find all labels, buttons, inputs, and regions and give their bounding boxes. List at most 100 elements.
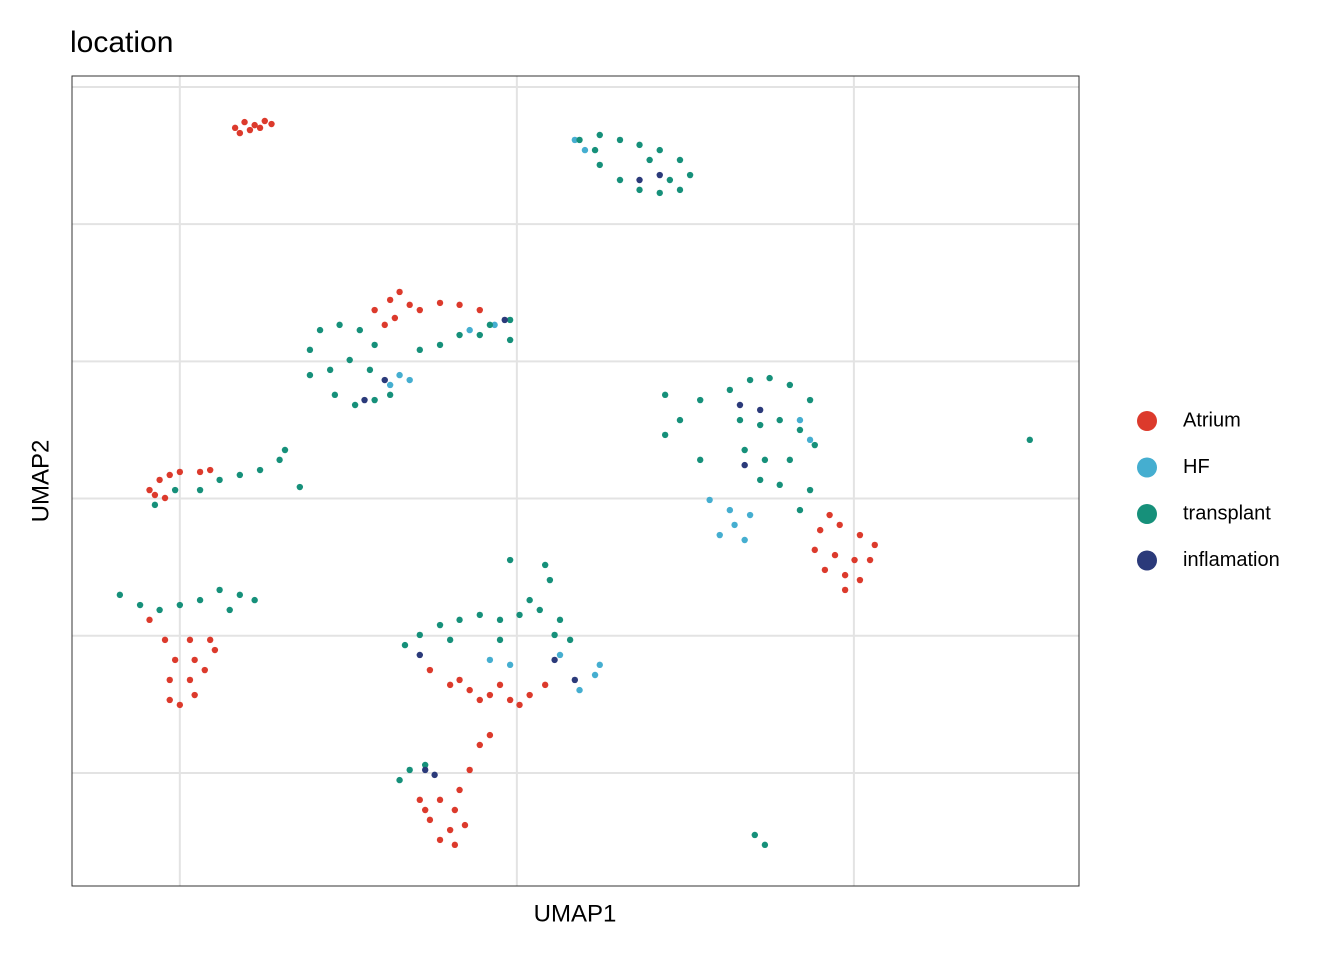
point bbox=[761, 841, 769, 849]
point bbox=[756, 476, 764, 484]
point bbox=[501, 316, 508, 324]
point bbox=[456, 616, 463, 624]
legend-label: transplant bbox=[1183, 502, 1271, 524]
point bbox=[491, 321, 498, 329]
point bbox=[741, 536, 748, 544]
point bbox=[736, 401, 744, 409]
point bbox=[776, 481, 783, 489]
point bbox=[796, 506, 804, 514]
point bbox=[331, 391, 339, 399]
point bbox=[451, 806, 459, 814]
point bbox=[156, 476, 163, 484]
point bbox=[486, 656, 494, 664]
point bbox=[656, 189, 663, 197]
point bbox=[151, 501, 159, 509]
point bbox=[476, 331, 483, 339]
point bbox=[176, 601, 184, 609]
point bbox=[551, 656, 558, 664]
point bbox=[536, 606, 543, 614]
point bbox=[571, 676, 579, 684]
point bbox=[676, 416, 684, 424]
point bbox=[546, 576, 554, 584]
point bbox=[616, 176, 624, 184]
point bbox=[371, 306, 378, 314]
point bbox=[841, 586, 849, 594]
point bbox=[436, 299, 444, 307]
point bbox=[516, 701, 523, 709]
point bbox=[786, 381, 794, 389]
point bbox=[268, 120, 275, 128]
point bbox=[436, 341, 444, 349]
point bbox=[476, 306, 483, 314]
point bbox=[811, 441, 818, 449]
point bbox=[176, 701, 184, 709]
point bbox=[596, 131, 603, 139]
point bbox=[556, 651, 564, 659]
point bbox=[856, 576, 864, 584]
point bbox=[216, 586, 223, 594]
point bbox=[506, 336, 514, 344]
point bbox=[356, 326, 364, 334]
point bbox=[206, 636, 214, 644]
point bbox=[696, 456, 704, 464]
point bbox=[201, 666, 208, 674]
point bbox=[276, 456, 283, 464]
point bbox=[576, 136, 583, 144]
point bbox=[186, 676, 194, 684]
point bbox=[716, 531, 723, 539]
point bbox=[686, 171, 694, 179]
point bbox=[506, 556, 514, 564]
point bbox=[226, 606, 233, 614]
legend-marker bbox=[1137, 504, 1157, 524]
point bbox=[616, 136, 624, 144]
plot-border bbox=[71, 75, 1080, 887]
point bbox=[251, 121, 258, 129]
point bbox=[416, 631, 423, 639]
point bbox=[666, 176, 674, 184]
point bbox=[496, 636, 504, 644]
legend-marker bbox=[1137, 411, 1157, 431]
point bbox=[456, 301, 463, 309]
point bbox=[676, 186, 684, 194]
point bbox=[506, 696, 514, 704]
point bbox=[326, 366, 334, 374]
point bbox=[516, 611, 523, 619]
point bbox=[486, 321, 494, 329]
point bbox=[646, 156, 653, 164]
chart-title: location bbox=[70, 26, 173, 59]
point bbox=[416, 796, 423, 804]
point bbox=[316, 326, 324, 334]
point bbox=[351, 401, 359, 409]
point bbox=[371, 396, 378, 404]
point bbox=[161, 636, 169, 644]
point bbox=[796, 416, 804, 424]
point bbox=[706, 496, 713, 504]
point bbox=[456, 676, 463, 684]
point bbox=[796, 426, 804, 434]
point bbox=[166, 676, 173, 684]
point bbox=[186, 636, 194, 644]
point bbox=[146, 486, 153, 494]
point bbox=[446, 681, 454, 689]
point bbox=[836, 521, 843, 529]
point bbox=[541, 681, 549, 689]
point bbox=[406, 376, 413, 384]
point bbox=[296, 483, 304, 491]
point bbox=[171, 656, 179, 664]
point bbox=[216, 476, 223, 484]
point bbox=[391, 314, 399, 322]
point bbox=[806, 486, 814, 494]
point bbox=[361, 396, 368, 404]
point bbox=[431, 771, 438, 779]
point bbox=[806, 436, 814, 444]
point bbox=[196, 468, 204, 476]
point bbox=[571, 136, 579, 144]
point bbox=[676, 156, 684, 164]
point bbox=[696, 396, 704, 404]
point bbox=[196, 596, 204, 604]
point bbox=[496, 681, 504, 689]
point bbox=[741, 461, 748, 469]
point bbox=[731, 521, 738, 529]
point bbox=[451, 841, 459, 849]
point bbox=[196, 486, 204, 494]
